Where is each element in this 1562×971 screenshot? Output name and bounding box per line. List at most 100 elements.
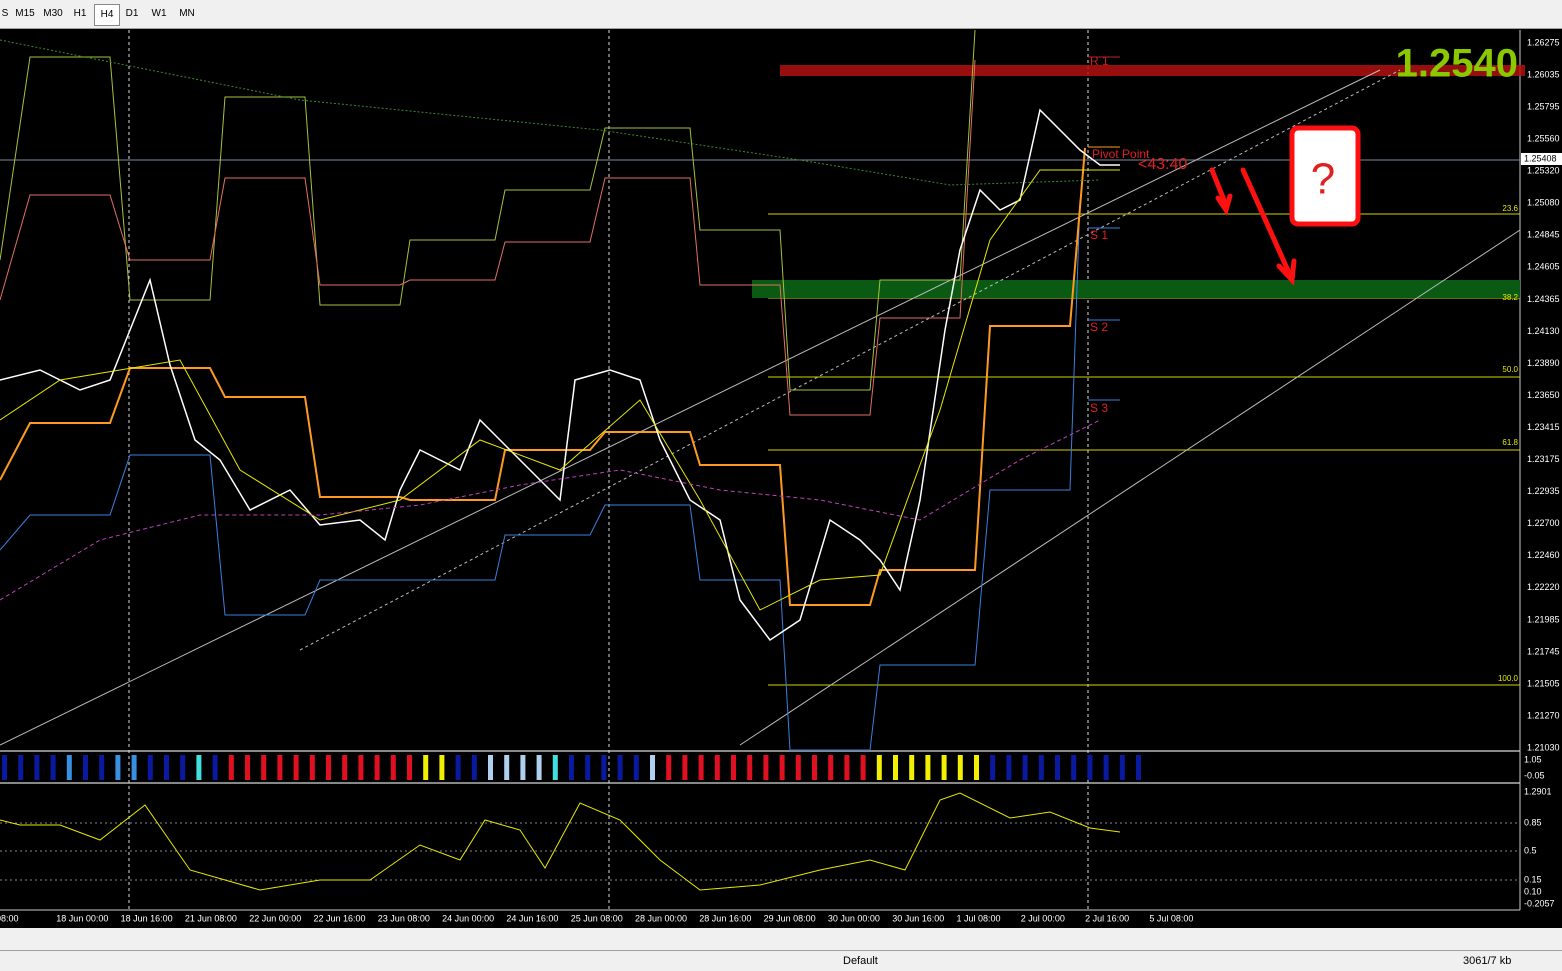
fib-label: 23.6 — [1502, 204, 1518, 213]
pivot-label: S 2 — [1090, 320, 1108, 334]
resistance-zone — [780, 65, 1525, 76]
chart-area: 1.26275 1.26035 1.25795 1.25560 1.25320 1.250… — [0, 29, 1562, 923]
pivot-label: S 1 — [1090, 228, 1108, 242]
strip-block — [115, 755, 121, 780]
price-label: 1.25795 — [1527, 101, 1560, 111]
strip-block — [520, 755, 526, 780]
strip-block — [1136, 755, 1141, 780]
trend-channel — [0, 69, 1521, 746]
scroll-area — [0, 928, 1562, 950]
time-label: 30 Jun 00:00 — [828, 913, 880, 923]
ma-fast — [0, 169, 1120, 611]
trail-stop — [0, 147, 1086, 606]
strip-block — [1103, 755, 1109, 780]
strip-block — [747, 755, 753, 780]
price-label: 1.21505 — [1527, 678, 1560, 688]
price-label: 1.21030 — [1527, 742, 1560, 752]
strip-block — [164, 755, 169, 780]
time-label: 2 Jul 16:00 — [1085, 913, 1129, 923]
current-price: 1.25408 — [1524, 153, 1557, 163]
strip-block — [925, 755, 931, 780]
strip-block — [34, 755, 40, 780]
strip-block — [228, 755, 234, 780]
osc-levels — [0, 822, 1520, 881]
time-label: 24 Jun 16:00 — [506, 913, 558, 923]
fib-label: 50.0 — [1502, 365, 1518, 374]
strip-block — [876, 755, 882, 780]
mid-band — [0, 59, 976, 416]
timeframe-button[interactable]: H4 — [94, 4, 120, 26]
time-label: 29 Jun 08:00 — [764, 913, 816, 923]
time-label: 22 Jun 00:00 — [249, 913, 301, 923]
strip-block — [407, 755, 412, 780]
timeframe-button[interactable]: M15 — [15, 8, 35, 19]
time-label: 25 Jun 08:00 — [571, 913, 623, 923]
strip-block — [795, 755, 801, 780]
timeframe-button[interactable]: H1 — [73, 8, 87, 19]
strip-block — [1055, 755, 1060, 780]
strip-block — [633, 755, 639, 780]
question-mark: ? — [1311, 155, 1335, 204]
osc-label: -0.2057 — [1524, 898, 1555, 908]
strip-block — [18, 755, 24, 780]
timeframe-button[interactable]: D1 — [125, 8, 139, 19]
time-label: 30 Jun 16:00 — [892, 913, 944, 923]
ma-slow — [0, 419, 1101, 601]
strip-block — [180, 755, 186, 780]
strip-block — [860, 755, 866, 780]
timeframe-button[interactable]: MN — [179, 8, 195, 19]
osc-label: 1.2901 — [1524, 786, 1552, 796]
time-label: 18 Jun 16:00 — [121, 913, 173, 923]
strip-block — [374, 755, 380, 780]
pane-separator — [0, 750, 1520, 752]
time-label: 23 Jun 08:00 — [378, 913, 430, 923]
strip-label: 1.05 — [1524, 754, 1542, 764]
time-label: 28 Jun 00:00 — [635, 913, 687, 923]
price-label: 1.26035 — [1527, 69, 1560, 79]
time-label: 18 Jun 00:00 — [56, 913, 108, 923]
strip-block — [1087, 755, 1093, 780]
strip-block — [50, 755, 56, 780]
osc-label: 0.15 — [1524, 874, 1542, 884]
strip-label: -0.05 — [1524, 770, 1545, 780]
status-bar: Default 3061/7 kb — [0, 950, 1562, 971]
strip-block — [196, 755, 202, 780]
timeframe-toolbar: S M15 M30 H1 H4 D1 W1 MN — [0, 0, 1562, 29]
strip-block — [504, 755, 510, 780]
price-label: 1.24845 — [1527, 230, 1560, 240]
strip-block — [277, 755, 283, 780]
strip-block — [812, 755, 817, 780]
strip-block — [731, 755, 736, 780]
strip-block — [488, 755, 493, 780]
strip-block — [261, 755, 267, 780]
time-label: 2 Jul 00:00 — [1021, 913, 1065, 923]
strip-block — [131, 755, 137, 780]
price-label: 1.24365 — [1527, 294, 1560, 304]
strip-block — [439, 755, 445, 780]
price-label: 1.22460 — [1527, 550, 1560, 560]
strip-block — [358, 755, 364, 780]
price-label: 1.25560 — [1527, 134, 1560, 144]
time-label: 21 Jun 08:00 — [185, 913, 237, 923]
strip-block — [779, 755, 785, 780]
strip-block — [342, 755, 348, 780]
fib-label: 61.8 — [1502, 438, 1518, 447]
strip-block — [698, 755, 704, 780]
strip-block — [1022, 755, 1028, 780]
timeframe-button[interactable]: W1 — [151, 8, 167, 19]
time-label: 22 Jun 16:00 — [314, 913, 366, 923]
strip-block — [293, 755, 299, 780]
fib-label: 100.0 — [1498, 674, 1519, 683]
price-label: 1.26275 — [1527, 37, 1560, 47]
strip-block — [423, 755, 429, 780]
drawn-arrows — [1209, 167, 1297, 286]
timeframe-button[interactable]: S — [1, 8, 9, 19]
time-label: 24 Jun 00:00 — [442, 913, 494, 923]
strip-block — [844, 755, 850, 780]
strip-block — [990, 755, 996, 780]
timeframe-button[interactable]: M30 — [43, 8, 63, 19]
time-label: 28 Jun 16:00 — [699, 913, 751, 923]
strip-block — [147, 755, 153, 780]
pane-separator — [0, 782, 1520, 784]
